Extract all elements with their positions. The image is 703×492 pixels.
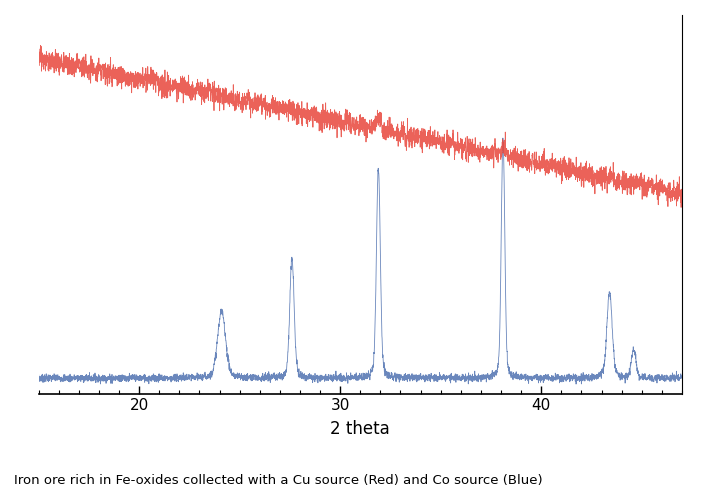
X-axis label: 2 theta: 2 theta [330,420,390,438]
Text: Iron ore rich in Fe-oxides collected with a Cu source (Red) and Co source (Blue): Iron ore rich in Fe-oxides collected wit… [14,474,543,487]
